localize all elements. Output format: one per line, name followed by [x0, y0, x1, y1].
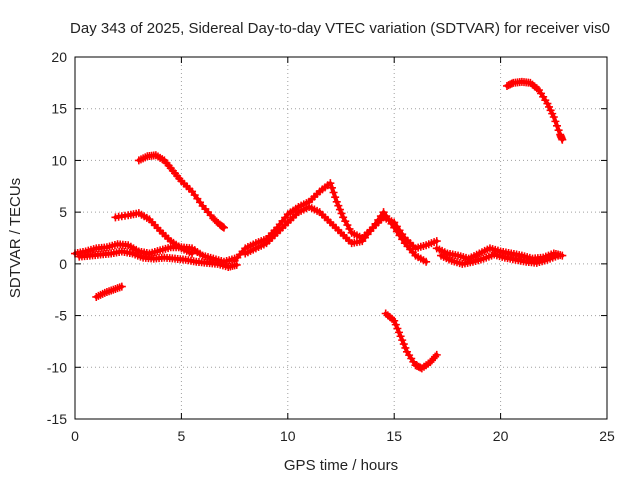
y-tick-label: 5	[59, 204, 67, 220]
x-tick-label: 25	[599, 428, 615, 444]
data-point-marker	[549, 112, 558, 121]
data-point-marker	[391, 320, 400, 329]
data-point-marker	[117, 282, 126, 291]
series-track-3	[92, 282, 126, 301]
data-point-marker	[396, 332, 405, 341]
plot-frame	[74, 56, 608, 420]
data-point-marker	[422, 257, 431, 266]
chart-title: Day 343 of 2025, Sidereal Day-to-day VTE…	[70, 20, 610, 37]
y-tick-label: 20	[51, 49, 67, 65]
series-track-11	[502, 77, 567, 144]
data-point-marker	[332, 197, 341, 206]
data-point-marker	[551, 117, 560, 126]
y-tick-label: 10	[51, 152, 67, 168]
data-point-marker	[554, 126, 563, 135]
data-point-marker	[432, 350, 441, 359]
data-point-marker	[326, 179, 335, 188]
x-tick-label: 15	[386, 428, 402, 444]
y-tick-label: 15	[51, 101, 67, 117]
data-point-marker	[431, 352, 440, 361]
series-track-7	[241, 202, 431, 266]
data-point-marker	[334, 201, 343, 210]
x-tick-label: 5	[178, 428, 186, 444]
data-point-marker	[337, 209, 346, 218]
y-tick-label: -15	[47, 411, 67, 427]
data-point-marker	[399, 340, 408, 349]
data-point-marker	[188, 249, 197, 258]
data-point-marker	[558, 135, 567, 144]
series-track-5	[134, 151, 228, 232]
data-point-marker	[390, 316, 399, 325]
y-tick-label: 0	[59, 256, 67, 272]
data-point-marker	[393, 324, 402, 333]
data-point-marker	[401, 343, 410, 352]
data-point-marker	[232, 260, 241, 269]
data-points	[71, 77, 567, 373]
data-point-marker	[398, 336, 407, 345]
x-tick-label: 0	[71, 428, 79, 444]
series-track-8	[381, 309, 441, 373]
data-point-marker	[552, 121, 561, 130]
data-point-marker	[331, 193, 340, 202]
data-point-marker	[432, 237, 441, 246]
data-point-marker	[327, 183, 336, 192]
series-track-4	[111, 209, 197, 258]
axis-ticks: 0 5 10 15 20 25 -15 -10 -5 0 5 10 15 20	[47, 49, 615, 444]
x-tick-label: 20	[493, 428, 509, 444]
data-point-marker	[394, 328, 403, 337]
series-track-10	[437, 250, 563, 268]
y-tick-label: -10	[47, 359, 67, 375]
data-point-marker	[335, 205, 344, 214]
grid-lines	[75, 57, 607, 419]
data-point-marker	[219, 223, 228, 232]
x-tick-label: 10	[280, 428, 296, 444]
y-tick-label: -5	[55, 308, 68, 324]
x-axis-label: GPS time / hours	[284, 457, 398, 474]
data-point-marker	[554, 251, 563, 260]
data-point-marker	[329, 188, 338, 197]
y-axis-label: SDTVAR / TECUs	[7, 178, 24, 298]
